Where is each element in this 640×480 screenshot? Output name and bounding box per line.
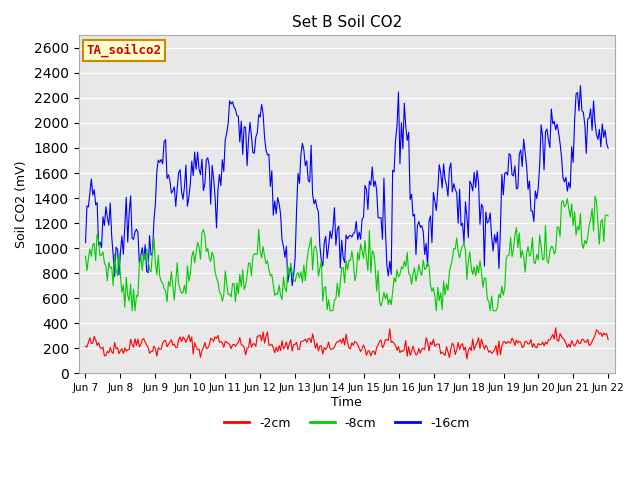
Text: TA_soilco2: TA_soilco2 (86, 44, 161, 57)
Y-axis label: Soil CO2 (mV): Soil CO2 (mV) (15, 161, 28, 248)
X-axis label: Time: Time (332, 396, 362, 409)
Legend: -2cm, -8cm, -16cm: -2cm, -8cm, -16cm (220, 412, 474, 435)
Title: Set B Soil CO2: Set B Soil CO2 (292, 15, 402, 30)
